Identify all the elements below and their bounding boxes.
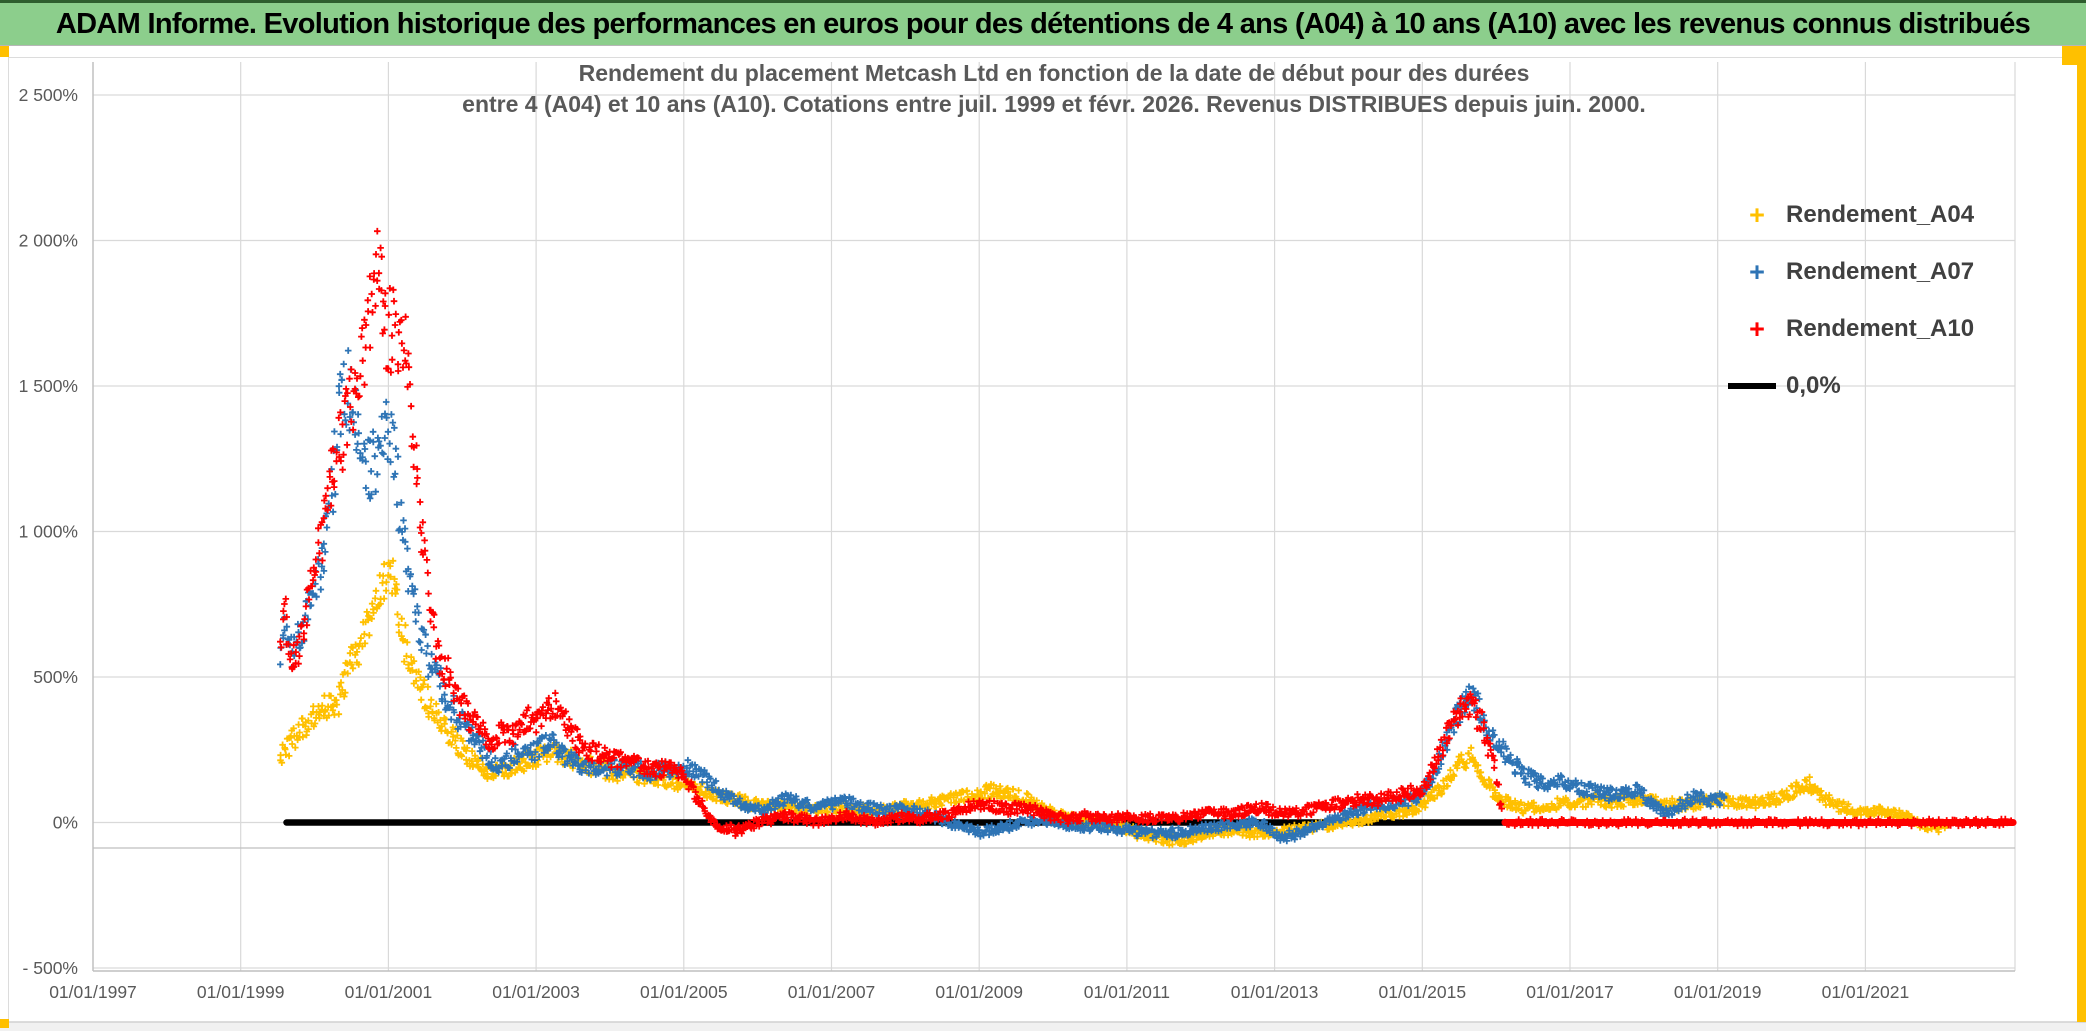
y-tick-label: 1 000% — [19, 522, 78, 542]
bottom-strip — [0, 1022, 2086, 1031]
chart-title-line2: entre 4 (A04) et 10 ans (A10). Cotations… — [462, 91, 1646, 117]
x-tick-label: 01/01/2019 — [1674, 982, 1762, 1002]
y-tick-label: 2 000% — [19, 231, 78, 251]
line-marker-icon — [1728, 382, 1776, 389]
accent-right-bar — [2077, 46, 2086, 1028]
a10-zero-tail-markers — [1501, 815, 2015, 830]
y-tick-label: - 500% — [23, 958, 78, 978]
x-tick-label: 01/01/2001 — [345, 982, 433, 1002]
accent-top-left — [0, 46, 9, 57]
x-tick-label: 01/01/2015 — [1379, 982, 1467, 1002]
legend-item-a04: + Rendement_A04 — [1728, 186, 2028, 243]
x-tick-label: 01/01/2011 — [1084, 982, 1170, 1002]
legend: + Rendement_A04 + Rendement_A07 + Rendem… — [1728, 186, 2028, 414]
legend-item-a07: + Rendement_A07 — [1728, 243, 2028, 300]
x-tick-label: 01/01/2009 — [935, 982, 1023, 1002]
chart-frame — [8, 57, 2081, 1022]
legend-label: Rendement_A07 — [1786, 257, 1975, 285]
y-tick-label: 2 500% — [19, 85, 78, 105]
x-tick-label: 01/01/1997 — [49, 982, 137, 1002]
x-tick-label: 01/01/2017 — [1526, 982, 1614, 1002]
legend-label: Rendement_A04 — [1786, 200, 1975, 228]
plus-marker-icon: + — [1749, 256, 1765, 287]
x-tick-label: 01/01/2013 — [1231, 982, 1319, 1002]
series-Rendement_A04 — [277, 557, 1949, 849]
legend-item-zero-line: 0,0% — [1728, 357, 2028, 414]
x-tick-label: 01/01/2005 — [640, 982, 728, 1002]
legend-label: 0,0% — [1786, 371, 1841, 399]
y-tick-label: 500% — [33, 667, 78, 687]
x-tick-label: 01/01/2021 — [1822, 982, 1910, 1002]
slide-top-border — [0, 0, 2086, 3]
plus-marker-icon: + — [1749, 313, 1765, 344]
x-tick-label: 01/01/1999 — [197, 982, 285, 1002]
y-tick-label: 0% — [53, 813, 78, 833]
chart-title-line1: Rendement du placement Metcash Ltd en fo… — [578, 60, 1530, 86]
series-Rendement_A07 — [277, 347, 1728, 845]
page-title: ADAM Informe. Evolution historique des p… — [55, 7, 2031, 40]
header-banner: ADAM Informe. Evolution historique des p… — [0, 3, 2086, 46]
x-tick-label: 01/01/2003 — [492, 982, 580, 1002]
series-Rendement_A10 — [277, 227, 1505, 840]
x-tick-label: 01/01/2007 — [788, 982, 876, 1002]
plus-marker-icon: + — [1749, 199, 1765, 230]
accent-bottom-left — [0, 1019, 9, 1028]
y-tick-label: 1 500% — [19, 376, 78, 396]
legend-item-a10: + Rendement_A10 — [1728, 300, 2028, 357]
legend-label: Rendement_A10 — [1786, 314, 1975, 342]
